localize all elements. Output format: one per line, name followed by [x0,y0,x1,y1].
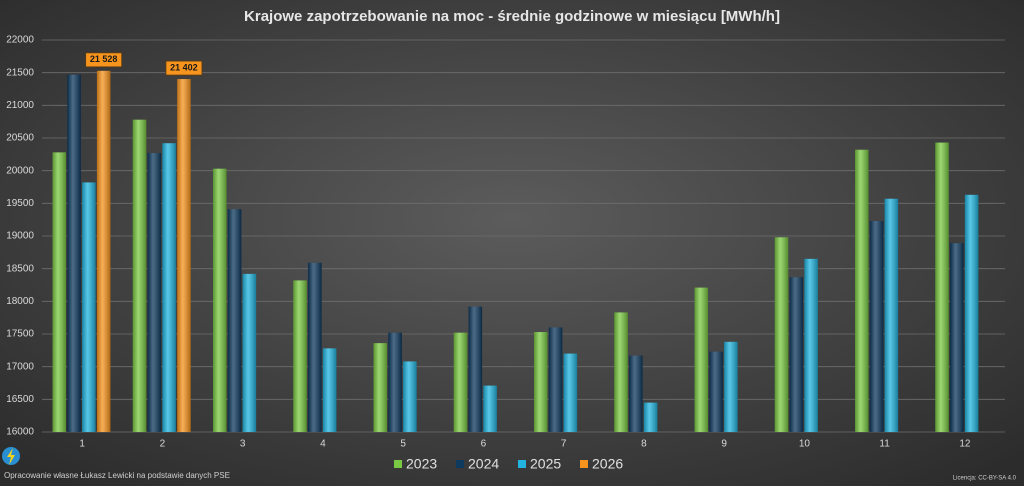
legend-swatch [456,460,464,468]
x-tick-label: 2 [160,439,166,450]
x-tick-label: 8 [641,439,647,450]
y-tick-label: 18500 [6,263,34,274]
bar [453,332,468,432]
x-tick-label: 7 [561,439,567,450]
bar [293,280,307,432]
bar [82,182,96,432]
bar [548,327,563,432]
x-tick-label: 1 [79,439,85,450]
x-tick-label: 9 [721,439,727,450]
bar [213,168,227,432]
y-tick-label: 19000 [6,231,34,242]
bar [147,153,162,432]
chart-title: Krajowe zapotrzebowanie na moc - średnie… [244,8,780,25]
bar [629,355,643,432]
y-tick-label: 20000 [6,165,34,176]
y-tick-label: 17000 [6,361,34,372]
logo [2,447,20,465]
bar [308,262,322,432]
legend-label: 2025 [530,456,561,472]
y-tick-label: 17500 [6,329,34,340]
x-tick-label: 12 [959,439,971,450]
legend-label: 2024 [468,456,499,472]
bar [242,273,257,432]
bar [964,194,979,432]
bar [388,332,402,432]
bar [322,348,337,432]
bar [96,70,111,432]
legend-swatch [394,460,402,468]
bar [52,152,67,432]
source-note: Opracowanie własne Łukasz Lewicki na pod… [4,471,230,480]
bar [67,74,81,433]
bar [614,312,628,432]
y-tick-label: 22000 [6,35,34,46]
bar [227,209,242,432]
x-tick-label: 3 [240,439,246,450]
x-tick-label: 10 [799,439,811,450]
bar [884,198,899,432]
x-tick-label: 4 [320,439,326,450]
bar [694,287,709,432]
bar [724,341,738,432]
y-tick-label: 21500 [6,67,34,78]
bar [869,220,884,432]
bar [177,79,191,432]
x-tick-label: 11 [879,439,890,450]
bar [935,142,949,432]
x-tick-label: 6 [481,439,487,450]
value-label: 21 528 [90,54,118,64]
bar [468,306,483,432]
y-tick-label: 16000 [6,427,34,438]
legend-label: 2023 [406,456,437,472]
bar [774,237,789,432]
bar [563,353,578,432]
bar [534,332,548,432]
value-label-box [85,52,123,68]
legend-swatch [518,460,526,468]
value-label: 21 402 [170,62,198,72]
legend-label: 2026 [592,456,623,472]
y-tick-label: 16500 [6,394,34,405]
bar [483,385,497,432]
bar [789,277,804,432]
value-label-box [165,60,203,76]
bar [950,243,964,432]
bar [709,351,723,432]
license-note: Licencja: CC-BY-SA 4.0 [953,476,1017,482]
bar [403,361,417,432]
bar [373,343,388,432]
bar [162,143,176,432]
bar [132,119,147,432]
legend-swatch [580,460,588,468]
y-tick-label: 20500 [6,133,34,144]
bar [643,402,658,432]
bar [855,149,869,432]
y-tick-label: 21000 [6,100,34,111]
y-tick-label: 19500 [6,198,34,209]
y-tick-label: 18000 [6,296,34,307]
x-tick-label: 5 [400,439,406,450]
bar [804,258,818,432]
